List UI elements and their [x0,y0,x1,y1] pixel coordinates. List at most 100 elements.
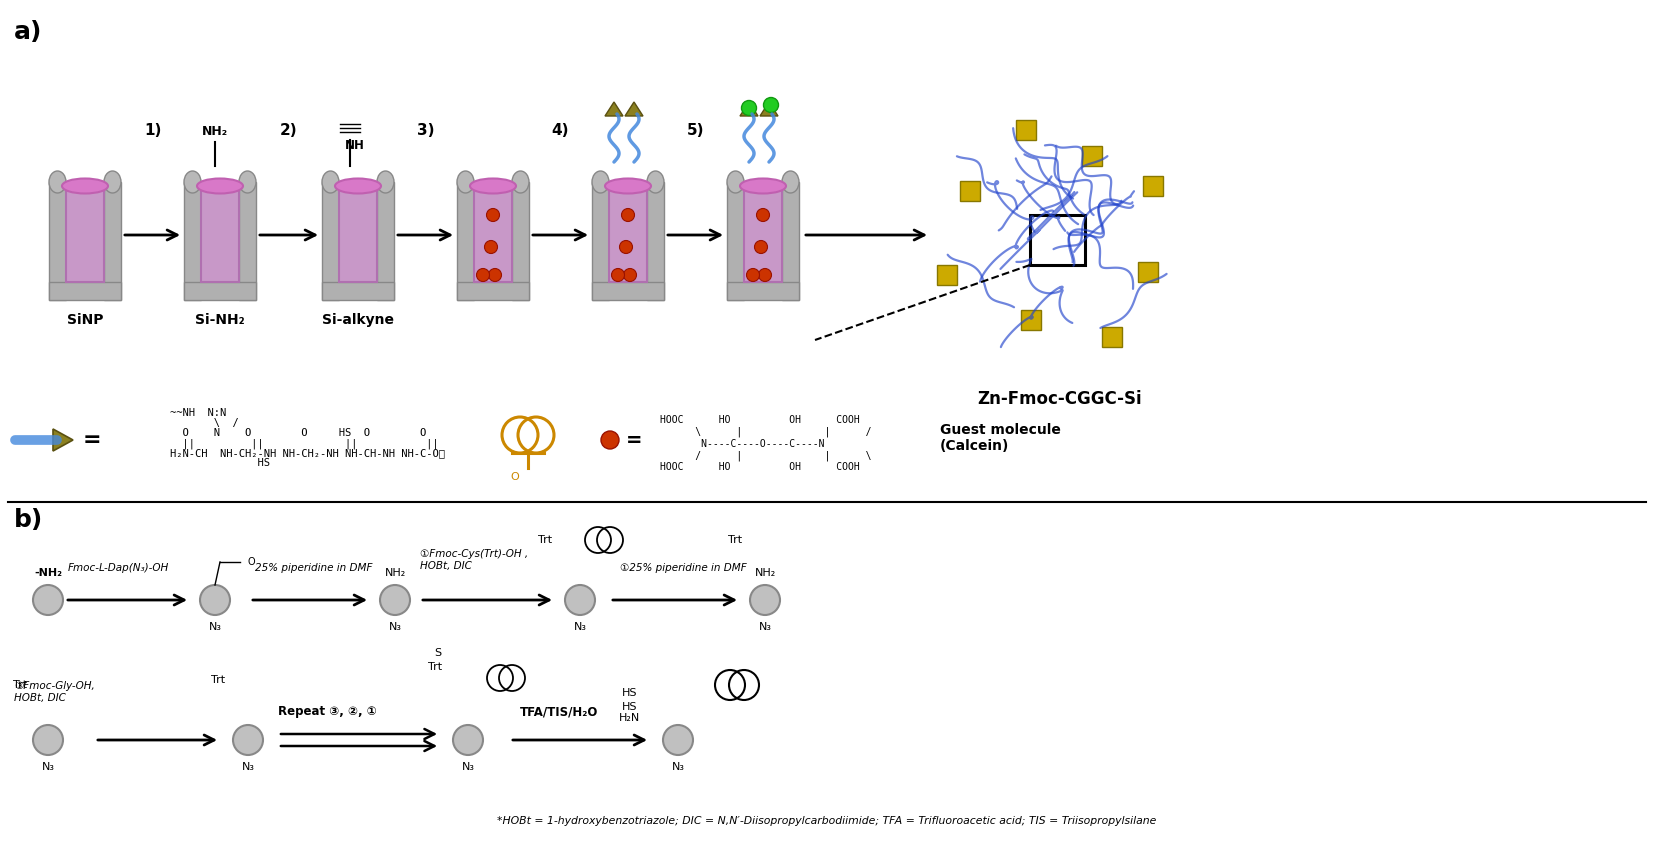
Bar [728,282,799,300]
Bar [184,282,256,300]
Text: N₃: N₃ [759,622,771,632]
Bar [457,282,529,300]
Ellipse shape [50,171,66,193]
Circle shape [746,268,759,282]
Circle shape [200,585,230,615]
Text: N₃: N₃ [461,762,475,772]
Text: Trt: Trt [212,675,225,685]
Bar [728,182,744,300]
Polygon shape [605,102,624,116]
Bar [377,182,394,300]
Ellipse shape [513,171,529,193]
Circle shape [759,268,771,282]
Text: HS: HS [170,458,270,468]
Text: H₂N: H₂N [619,713,640,723]
Text: H₂N-CH  NH-CH₂-NH NH-CH₂-NH NH-CH-NH NH-C-O⬧: H₂N-CH NH-CH₂-NH NH-CH₂-NH NH-CH-NH NH-C… [170,448,445,458]
Text: N₃: N₃ [574,622,587,632]
FancyBboxPatch shape [1082,146,1102,167]
Text: N₃: N₃ [389,622,402,632]
Text: Repeat ③, ②, ①: Repeat ③, ②, ① [278,706,377,718]
Circle shape [485,240,498,254]
Text: b): b) [13,508,43,532]
Circle shape [33,585,63,615]
Bar [475,186,513,282]
Text: 2): 2) [280,123,298,138]
Text: Si-NH₂: Si-NH₂ [195,313,245,327]
Bar [647,182,663,300]
Text: =: = [83,430,101,450]
Ellipse shape [238,171,256,193]
Text: ③Fmoc-Gly-OH,
HOBt, DIC: ③Fmoc-Gly-OH, HOBt, DIC [13,681,94,703]
Circle shape [754,240,767,254]
Text: ①25% piperidine in DMF: ①25% piperidine in DMF [620,563,746,573]
Bar [457,182,475,300]
Text: NH₂: NH₂ [202,125,228,138]
Bar [238,182,256,300]
FancyBboxPatch shape [1143,176,1163,196]
Bar [104,182,121,300]
Circle shape [453,725,483,755]
Text: HS: HS [622,688,638,698]
Circle shape [600,431,619,449]
Text: *HOBt = 1-hydroxybenzotriazole; DIC = N,N′-Diisopropylcarbodiimide; TFA = Triflu: *HOBt = 1-hydroxybenzotriazole; DIC = N,… [498,816,1156,826]
Circle shape [663,725,693,755]
Ellipse shape [104,171,121,193]
Text: 3): 3) [417,123,435,138]
Bar [609,186,647,282]
Circle shape [620,240,632,254]
Polygon shape [759,102,777,116]
Ellipse shape [336,179,380,194]
Ellipse shape [61,179,108,194]
Ellipse shape [197,179,243,194]
Ellipse shape [782,171,799,193]
Polygon shape [53,429,73,451]
Polygon shape [739,102,758,116]
Circle shape [380,585,410,615]
Text: Zn-Fmoc-CGGC-Si: Zn-Fmoc-CGGC-Si [978,390,1143,408]
Bar [202,186,238,282]
Text: N₃: N₃ [41,762,55,772]
FancyBboxPatch shape [1102,327,1121,348]
Circle shape [624,268,637,282]
Bar [323,182,339,300]
Bar [50,282,121,300]
Ellipse shape [184,171,202,193]
Ellipse shape [592,171,609,193]
Text: N₃: N₃ [241,762,255,772]
Text: SiNP: SiNP [66,313,103,327]
Text: -NH₂: -NH₂ [35,568,61,578]
Circle shape [749,585,781,615]
Bar [513,182,529,300]
Circle shape [476,268,490,282]
Text: N₃: N₃ [672,762,685,772]
Bar [592,182,609,300]
Ellipse shape [728,171,744,193]
Text: O: O [248,557,256,567]
Text: \  /: \ / [170,418,238,428]
Circle shape [612,268,625,282]
Text: Trt: Trt [728,535,743,545]
Ellipse shape [457,171,475,193]
Text: O    N    O        O     HS  O        O: O N O O HS O O [170,428,427,438]
Text: ①Fmoc-Cys(Trt)-OH ,
HOBt, DIC: ①Fmoc-Cys(Trt)-OH , HOBt, DIC [420,549,528,571]
Circle shape [764,97,779,113]
Text: O: O [511,472,519,482]
Text: S: S [435,648,442,658]
FancyBboxPatch shape [1016,120,1035,140]
Text: Fmoc-L-Dap(N₃)-OH: Fmoc-L-Dap(N₃)-OH [68,563,169,573]
Text: 1): 1) [144,123,160,138]
Text: Guest molecule
(Calcein): Guest molecule (Calcein) [939,423,1060,453]
Ellipse shape [605,179,652,194]
Circle shape [756,208,769,222]
Bar [782,182,799,300]
Ellipse shape [323,171,339,193]
Circle shape [488,268,501,282]
Circle shape [33,725,63,755]
Bar [592,282,663,300]
Text: N₃: N₃ [208,622,222,632]
Bar [50,182,66,300]
Text: 25% piperidine in DMF: 25% piperidine in DMF [255,563,372,573]
Bar [66,186,104,282]
Circle shape [566,585,595,615]
Ellipse shape [470,179,516,194]
